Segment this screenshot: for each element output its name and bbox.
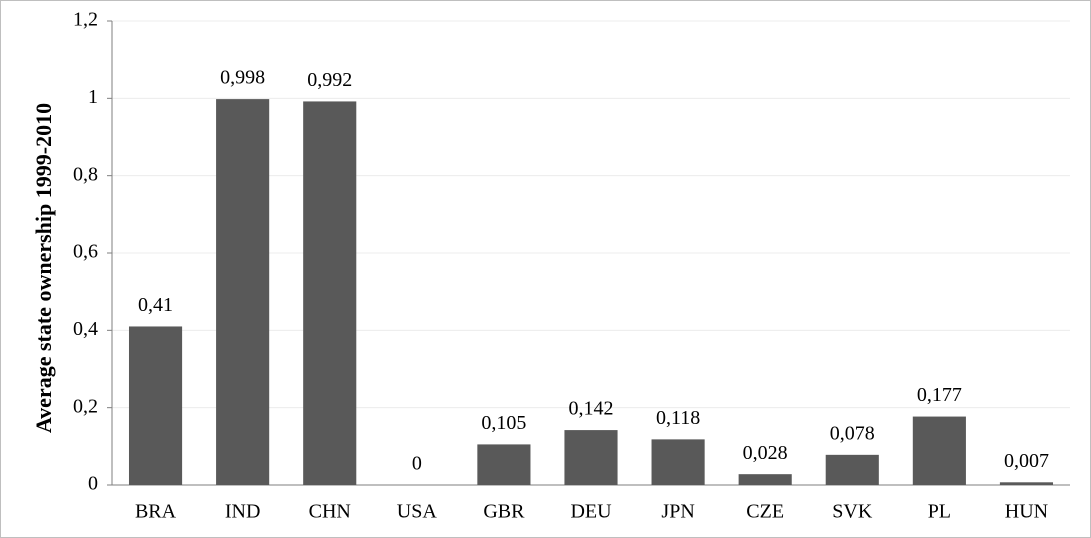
y-axis-title: Average state ownership 1999-2010 [31,103,56,433]
data-label: 0,007 [1004,450,1049,472]
bar [128,326,183,485]
data-label: 0,078 [830,422,875,444]
bar [651,439,705,485]
data-label: 0,028 [743,442,788,464]
x-tick-label: CHN [309,501,351,523]
bar [216,99,270,486]
data-label: 0,992 [307,69,352,91]
x-tick-label: SVK [832,501,873,523]
data-label: 0 [412,453,422,475]
bar [912,416,966,485]
x-tick-label: JPN [661,501,694,523]
data-label: 0,998 [220,67,265,89]
bar [999,482,1054,485]
y-tick-label: 0,8 [73,163,98,185]
bar [738,474,792,485]
x-tick-label: IND [225,501,261,523]
data-label: 0,118 [656,407,700,429]
y-tick-label: 1 [88,86,98,108]
bar [825,454,879,485]
y-tick-label: 1,2 [73,9,98,31]
y-tick-label: 0,4 [73,318,98,340]
x-tick-label: GBR [483,501,525,523]
x-tick-label: PL [928,501,951,523]
bar [303,101,357,485]
x-tick-label: DEU [570,501,612,523]
x-tick-label: USA [397,501,438,523]
bar [564,430,618,485]
data-label: 0,142 [569,398,614,420]
x-tick-label: CZE [746,501,784,523]
data-label: 0,177 [917,384,962,406]
y-tick-label: 0,6 [73,241,98,263]
bar [477,444,531,485]
y-tick-label: 0 [88,473,98,495]
x-tick-label: HUN [1005,501,1048,523]
x-tick-label: BRA [135,501,177,523]
data-label: 0,41 [138,294,173,316]
data-label: 0,105 [481,412,526,434]
y-tick-label: 0,2 [73,395,98,417]
